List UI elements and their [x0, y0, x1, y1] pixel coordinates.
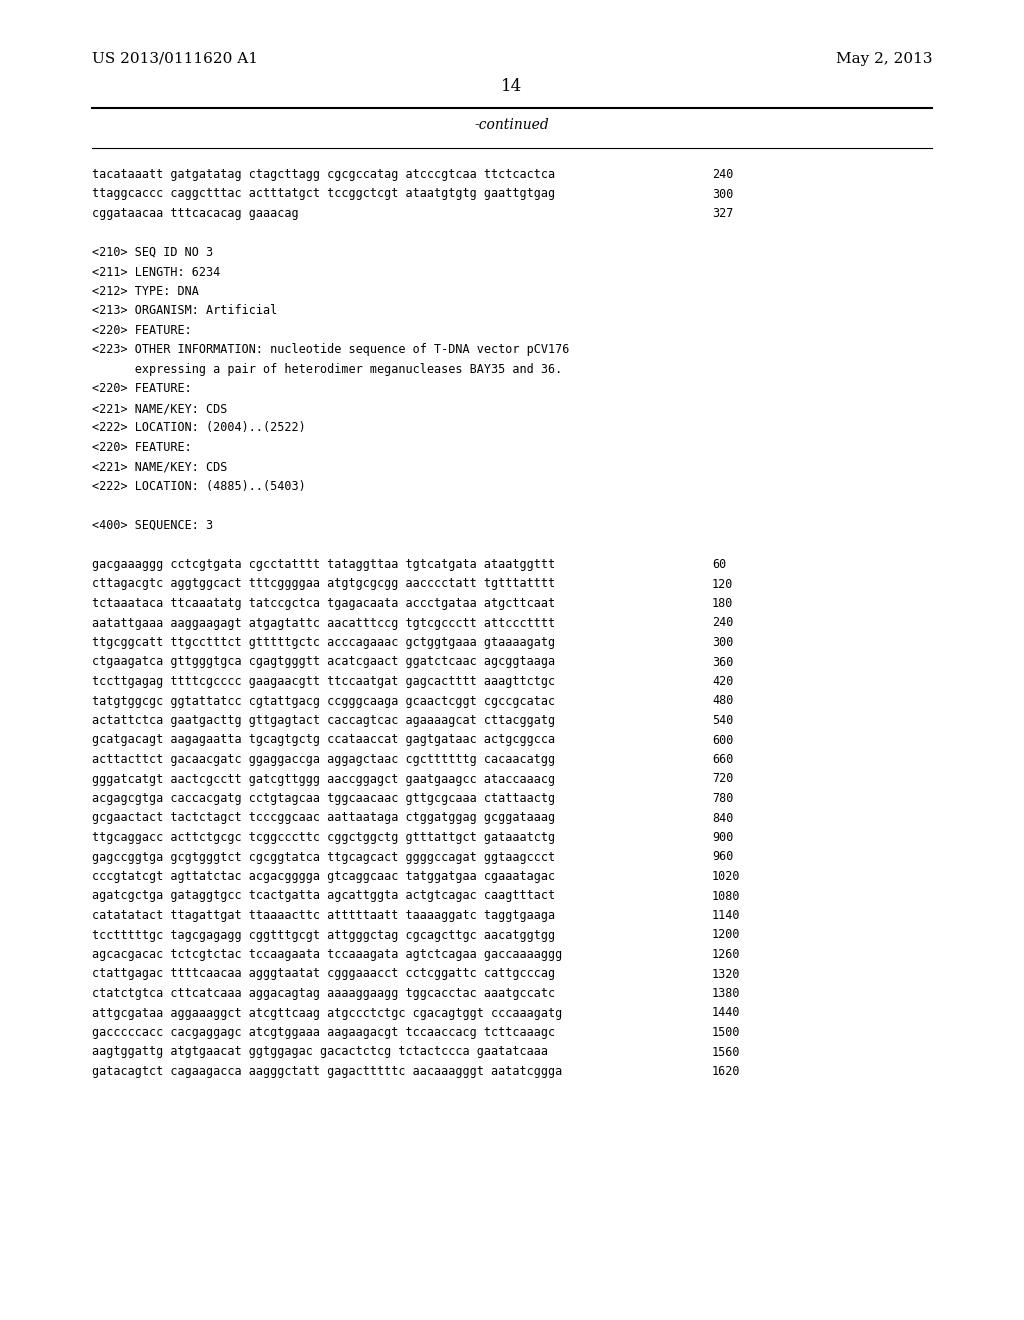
- Text: 840: 840: [712, 812, 733, 825]
- Text: <212> TYPE: DNA: <212> TYPE: DNA: [92, 285, 199, 298]
- Text: 327: 327: [712, 207, 733, 220]
- Text: 1440: 1440: [712, 1006, 740, 1019]
- Text: catatatact ttagattgat ttaaaacttc atttttaatt taaaaggatc taggtgaaga: catatatact ttagattgat ttaaaacttc attttta…: [92, 909, 555, 921]
- Text: tccttgagag ttttcgcccc gaagaacgtt ttccaatgat gagcactttt aaagttctgc: tccttgagag ttttcgcccc gaagaacgtt ttccaat…: [92, 675, 555, 688]
- Text: <222> LOCATION: (4885)..(5403): <222> LOCATION: (4885)..(5403): [92, 480, 306, 492]
- Text: cttagacgtc aggtggcact tttcggggaa atgtgcgcgg aacccctatt tgtttatttt: cttagacgtc aggtggcact tttcggggaa atgtgcg…: [92, 578, 555, 590]
- Text: expressing a pair of heterodimer meganucleases BAY35 and 36.: expressing a pair of heterodimer meganuc…: [92, 363, 562, 376]
- Text: tacataaatt gatgatatag ctagcttagg cgcgccatag atcccgtcaa ttctcactca: tacataaatt gatgatatag ctagcttagg cgcgcca…: [92, 168, 555, 181]
- Text: 60: 60: [712, 558, 726, 572]
- Text: gcgaactact tactctagct tcccggcaac aattaataga ctggatggag gcggataaag: gcgaactact tactctagct tcccggcaac aattaat…: [92, 812, 555, 825]
- Text: aagtggattg atgtgaacat ggtggagac gacactctcg tctactccca gaatatcaaa: aagtggattg atgtgaacat ggtggagac gacactct…: [92, 1045, 548, 1059]
- Text: <221> NAME/KEY: CDS: <221> NAME/KEY: CDS: [92, 461, 227, 474]
- Text: <220> FEATURE:: <220> FEATURE:: [92, 441, 191, 454]
- Text: <400> SEQUENCE: 3: <400> SEQUENCE: 3: [92, 519, 213, 532]
- Text: ttgcggcatt ttgcctttct gtttttgctc acccagaaac gctggtgaaa gtaaaagatg: ttgcggcatt ttgcctttct gtttttgctc acccaga…: [92, 636, 555, 649]
- Text: <221> NAME/KEY: CDS: <221> NAME/KEY: CDS: [92, 403, 227, 414]
- Text: 1500: 1500: [712, 1026, 740, 1039]
- Text: ctattgagac ttttcaacaa agggtaatat cgggaaacct cctcggattc cattgcccag: ctattgagac ttttcaacaa agggtaatat cgggaaa…: [92, 968, 555, 981]
- Text: cccgtatcgt agttatctac acgacgggga gtcaggcaac tatggatgaa cgaaatagac: cccgtatcgt agttatctac acgacgggga gtcaggc…: [92, 870, 555, 883]
- Text: <213> ORGANISM: Artificial: <213> ORGANISM: Artificial: [92, 305, 278, 318]
- Text: aatattgaaa aaggaagagt atgagtattc aacatttccg tgtcgccctt attccctttt: aatattgaaa aaggaagagt atgagtattc aacattt…: [92, 616, 555, 630]
- Text: ctatctgtca cttcatcaaa aggacagtag aaaaggaagg tggcacctac aaatgccatc: ctatctgtca cttcatcaaa aggacagtag aaaagga…: [92, 987, 555, 1001]
- Text: 1620: 1620: [712, 1065, 740, 1078]
- Text: 1200: 1200: [712, 928, 740, 941]
- Text: 120: 120: [712, 578, 733, 590]
- Text: 300: 300: [712, 636, 733, 649]
- Text: <223> OTHER INFORMATION: nucleotide sequence of T-DNA vector pCV176: <223> OTHER INFORMATION: nucleotide sequ…: [92, 343, 569, 356]
- Text: 720: 720: [712, 772, 733, 785]
- Text: gcatgacagt aagagaatta tgcagtgctg ccataaccat gagtgataac actgcggcca: gcatgacagt aagagaatta tgcagtgctg ccataac…: [92, 734, 555, 747]
- Text: attgcgataa aggaaaggct atcgttcaag atgccctctgc cgacagtggt cccaaagatg: attgcgataa aggaaaggct atcgttcaag atgccct…: [92, 1006, 562, 1019]
- Text: 240: 240: [712, 616, 733, 630]
- Text: <222> LOCATION: (2004)..(2522): <222> LOCATION: (2004)..(2522): [92, 421, 306, 434]
- Text: 360: 360: [712, 656, 733, 668]
- Text: 1140: 1140: [712, 909, 740, 921]
- Text: 420: 420: [712, 675, 733, 688]
- Text: ctgaagatca gttgggtgca cgagtgggtt acatcgaact ggatctcaac agcggtaaga: ctgaagatca gttgggtgca cgagtgggtt acatcga…: [92, 656, 555, 668]
- Text: gggatcatgt aactcgcctt gatcgttggg aaccggagct gaatgaagcc ataccaaacg: gggatcatgt aactcgcctt gatcgttggg aaccgga…: [92, 772, 555, 785]
- Text: gatacagtct cagaagacca aagggctatt gagactttttc aacaaagggt aatatcggga: gatacagtct cagaagacca aagggctatt gagactt…: [92, 1065, 562, 1078]
- Text: <211> LENGTH: 6234: <211> LENGTH: 6234: [92, 265, 220, 279]
- Text: acttacttct gacaacgatc ggaggaccga aggagctaac cgcttttttg cacaacatgg: acttacttct gacaacgatc ggaggaccga aggagct…: [92, 752, 555, 766]
- Text: <210> SEQ ID NO 3: <210> SEQ ID NO 3: [92, 246, 213, 259]
- Text: gacccccacc cacgaggagc atcgtggaaa aagaagacgt tccaaccacg tcttcaaagc: gacccccacc cacgaggagc atcgtggaaa aagaaga…: [92, 1026, 555, 1039]
- Text: acgagcgtga caccacgatg cctgtagcaa tggcaacaac gttgcgcaaa ctattaactg: acgagcgtga caccacgatg cctgtagcaa tggcaac…: [92, 792, 555, 805]
- Text: ttgcaggacc acttctgcgc tcggcccttc cggctggctg gtttattgct gataaatctg: ttgcaggacc acttctgcgc tcggcccttc cggctgg…: [92, 832, 555, 843]
- Text: 960: 960: [712, 850, 733, 863]
- Text: 300: 300: [712, 187, 733, 201]
- Text: 600: 600: [712, 734, 733, 747]
- Text: 240: 240: [712, 168, 733, 181]
- Text: tctaaataca ttcaaatatg tatccgctca tgagacaata accctgataa atgcttcaat: tctaaataca ttcaaatatg tatccgctca tgagaca…: [92, 597, 555, 610]
- Text: gacgaaaggg cctcgtgata cgcctatttt tataggttaa tgtcatgata ataatggttt: gacgaaaggg cctcgtgata cgcctatttt tataggt…: [92, 558, 555, 572]
- Text: May 2, 2013: May 2, 2013: [836, 51, 932, 66]
- Text: cggataacaa tttcacacag gaaacag: cggataacaa tttcacacag gaaacag: [92, 207, 299, 220]
- Text: 480: 480: [712, 694, 733, 708]
- Text: 780: 780: [712, 792, 733, 805]
- Text: tcctttttgc tagcgagagg cggtttgcgt attgggctag cgcagcttgc aacatggtgg: tcctttttgc tagcgagagg cggtttgcgt attgggc…: [92, 928, 555, 941]
- Text: -continued: -continued: [475, 117, 549, 132]
- Text: 1260: 1260: [712, 948, 740, 961]
- Text: 540: 540: [712, 714, 733, 727]
- Text: agcacgacac tctcgtctac tccaagaata tccaaagata agtctcagaa gaccaaaaggg: agcacgacac tctcgtctac tccaagaata tccaaag…: [92, 948, 562, 961]
- Text: actattctca gaatgacttg gttgagtact caccagtcac agaaaagcat cttacggatg: actattctca gaatgacttg gttgagtact caccagt…: [92, 714, 555, 727]
- Text: <220> FEATURE:: <220> FEATURE:: [92, 383, 191, 396]
- Text: 660: 660: [712, 752, 733, 766]
- Text: 1080: 1080: [712, 890, 740, 903]
- Text: ttaggcaccc caggctttac actttatgct tccggctcgt ataatgtgtg gaattgtgag: ttaggcaccc caggctttac actttatgct tccggct…: [92, 187, 555, 201]
- Text: tatgtggcgc ggtattatcc cgtattgacg ccgggcaaga gcaactcggt cgccgcatac: tatgtggcgc ggtattatcc cgtattgacg ccgggca…: [92, 694, 555, 708]
- Text: 180: 180: [712, 597, 733, 610]
- Text: gagccggtga gcgtgggtct cgcggtatca ttgcagcact ggggccagat ggtaagccct: gagccggtga gcgtgggtct cgcggtatca ttgcagc…: [92, 850, 555, 863]
- Text: 1320: 1320: [712, 968, 740, 981]
- Text: 1020: 1020: [712, 870, 740, 883]
- Text: US 2013/0111620 A1: US 2013/0111620 A1: [92, 51, 258, 66]
- Text: 1380: 1380: [712, 987, 740, 1001]
- Text: agatcgctga gataggtgcc tcactgatta agcattggta actgtcagac caagtttact: agatcgctga gataggtgcc tcactgatta agcattg…: [92, 890, 555, 903]
- Text: 1560: 1560: [712, 1045, 740, 1059]
- Text: 14: 14: [502, 78, 522, 95]
- Text: 900: 900: [712, 832, 733, 843]
- Text: <220> FEATURE:: <220> FEATURE:: [92, 323, 191, 337]
